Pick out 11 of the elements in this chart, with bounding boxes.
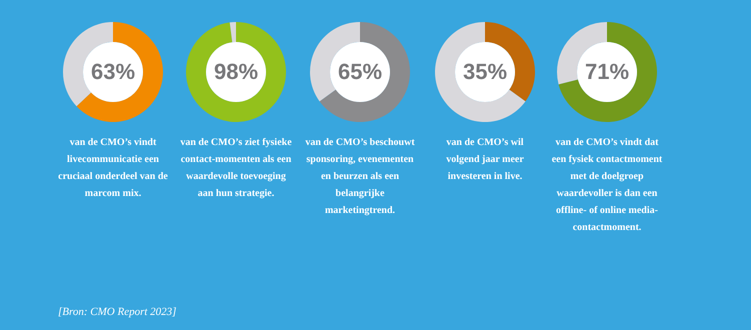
text: [Bron: CMO Report 2023] (58, 306, 176, 318)
data-label: 98% (214, 59, 258, 84)
data-label: 63% (90, 59, 136, 84)
text: van de CMO’s wil volgend jaar meer investeren in live. (445, 136, 525, 184)
data-label: 35% (462, 59, 508, 84)
text: van de CMO’s vindt dat een fysiek contactmoment met de doelgroep waardevoller is dan een offline- of online media-contactmoment. (551, 136, 663, 235)
text: van de CMO’s vindt livecommunicatie een cruciaal onderdeel van de marcom mix. (57, 136, 169, 201)
data-label: 65% (338, 59, 382, 84)
data-label: 71% (584, 59, 630, 84)
text: van de CMO’s beschouwt sponsoring, evenementen en beurzen als een belangrijke marketingtrend. (304, 136, 416, 218)
text: van de CMO’s ziet fysieke contact-momenten als een waardevolle toevoeging aan hun strategie. (180, 136, 292, 201)
